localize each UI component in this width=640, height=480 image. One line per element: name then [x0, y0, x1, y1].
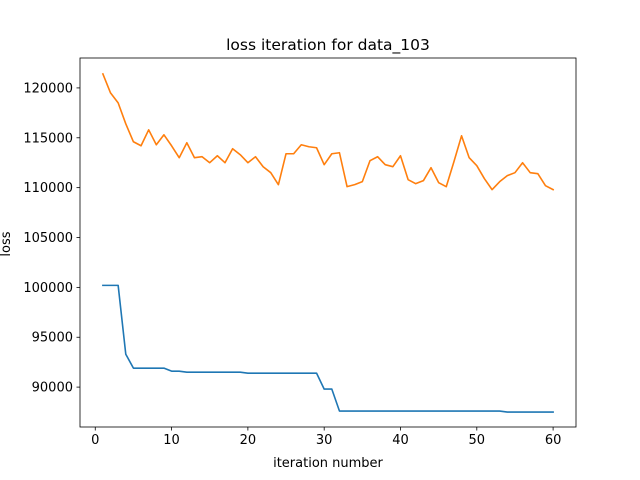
y-tick-label: 95000	[32, 331, 73, 346]
y-axis-label: loss	[0, 231, 14, 256]
x-tick-label: 50	[469, 433, 486, 448]
y-tick-label: 100000	[23, 281, 73, 296]
y-tick-label: 105000	[23, 231, 73, 246]
y-tick-label: 110000	[23, 181, 73, 196]
y-axis-ticks: 90000 95000 100000 105000 110000 115000 120000	[23, 81, 80, 396]
x-axis-ticks: 0 10 20 30 40 50 60	[91, 427, 561, 448]
x-axis-label: iteration number	[273, 456, 383, 471]
series-line-1	[102, 284, 554, 413]
x-tick-label: 20	[240, 433, 257, 448]
x-tick-label: 0	[91, 433, 99, 448]
x-tick-label: 10	[163, 433, 180, 448]
series-line-2	[101, 72, 555, 191]
y-tick-label: 90000	[32, 381, 73, 396]
chart-title: loss iteration for data_103	[226, 36, 430, 55]
y-tick-label: 115000	[23, 131, 73, 146]
x-tick-label: 60	[545, 433, 562, 448]
x-tick-label: 40	[392, 433, 409, 448]
x-tick-label: 30	[316, 433, 333, 448]
y-tick-label: 120000	[23, 81, 73, 96]
axes-frame	[79, 57, 577, 428]
plot-area	[79, 57, 577, 428]
